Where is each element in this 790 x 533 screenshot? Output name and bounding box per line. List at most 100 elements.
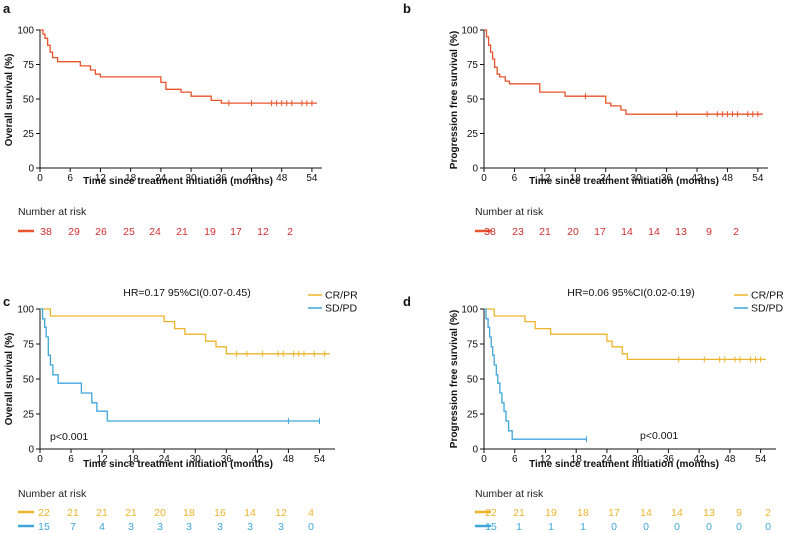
x-tick-label: 6 xyxy=(67,173,73,184)
x-tick-label: 6 xyxy=(68,454,74,465)
risk-number: 9 xyxy=(736,507,742,519)
km-curve-crpr xyxy=(40,308,330,355)
risk-number: 21 xyxy=(125,507,137,519)
risk-number: 21 xyxy=(67,507,79,519)
risk-number: 17 xyxy=(230,226,242,238)
x-tick-label: 30 xyxy=(186,173,198,184)
p-value-annotation: p<0.001 xyxy=(640,430,678,442)
risk-number: 26 xyxy=(95,226,107,238)
x-tick-label: 6 xyxy=(512,454,518,465)
risk-number: 22 xyxy=(485,507,497,519)
hazard-ratio-annotation: HR=0.06 95%CI(0.02-0.19) xyxy=(567,287,695,299)
x-tick-label: 24 xyxy=(155,173,167,184)
risk-number: 2 xyxy=(765,507,771,519)
x-tick-label: 6 xyxy=(512,173,518,184)
x-axis-label: Time since treatment initiation (months) xyxy=(83,459,273,470)
risk-number: 21 xyxy=(96,507,108,519)
risk-number: 4 xyxy=(99,521,105,533)
risk-number: 15 xyxy=(38,521,50,533)
x-tick-label: 36 xyxy=(661,173,673,184)
x-tick-label: 0 xyxy=(37,454,43,465)
risk-number: 14 xyxy=(640,507,652,519)
risk-number: 15 xyxy=(485,521,497,533)
x-tick-label: 30 xyxy=(631,173,643,184)
km-curve-all xyxy=(40,29,317,104)
x-tick-label: 36 xyxy=(216,173,228,184)
risk-table-label: Number at risk xyxy=(18,488,87,500)
x-tick-label: 54 xyxy=(314,454,326,465)
y-tick-label: 25 xyxy=(467,129,479,140)
legend-label: CR/PR xyxy=(751,290,784,302)
x-axis-label: Time since treatment initiation (months) xyxy=(529,459,719,470)
risk-number: 13 xyxy=(675,226,687,238)
y-tick-label: 25 xyxy=(23,410,35,421)
risk-number: 12 xyxy=(275,507,287,519)
risk-number: 0 xyxy=(308,521,314,533)
risk-number: 14 xyxy=(244,507,256,519)
p-value-annotation: p<0.001 xyxy=(50,431,88,443)
risk-number: 3 xyxy=(247,521,253,533)
y-axis-label: Overall survival (%) xyxy=(4,54,15,147)
risk-number: 17 xyxy=(594,226,606,238)
x-tick-label: 18 xyxy=(570,173,582,184)
risk-number: 16 xyxy=(214,507,226,519)
y-axis-label: Progression free survival (%) xyxy=(449,310,460,448)
x-tick-label: 42 xyxy=(694,454,706,465)
risk-number: 21 xyxy=(176,226,188,238)
y-axis-label: Overall survival (%) xyxy=(4,333,15,426)
x-tick-label: 42 xyxy=(691,173,703,184)
risk-number: 25 xyxy=(123,226,135,238)
y-tick-label: 100 xyxy=(17,26,34,37)
x-axis-label: Time since treatment initiation (months) xyxy=(529,176,719,187)
x-axis-label: Time since treatment initiation (months) xyxy=(83,176,273,187)
x-tick-label: 30 xyxy=(632,454,644,465)
risk-number: 24 xyxy=(149,226,161,238)
risk-number: 0 xyxy=(706,521,712,533)
km-curve-crpr xyxy=(484,308,766,361)
panel-letter: a xyxy=(3,1,11,16)
risk-number: 38 xyxy=(484,226,496,238)
km-curve-all xyxy=(484,29,763,115)
y-tick-label: 50 xyxy=(23,375,35,386)
risk-number: 17 xyxy=(608,507,620,519)
hazard-ratio-annotation: HR=0.17 95%CI(0.07-0.45) xyxy=(123,287,251,299)
x-tick-label: 18 xyxy=(125,173,137,184)
risk-number: 3 xyxy=(278,521,284,533)
y-tick-label: 100 xyxy=(461,305,478,316)
x-tick-label: 54 xyxy=(306,173,318,184)
x-tick-label: 12 xyxy=(97,454,109,465)
risk-number: 14 xyxy=(648,226,660,238)
y-tick-label: 100 xyxy=(461,26,478,37)
x-tick-label: 48 xyxy=(722,173,734,184)
risk-number: 0 xyxy=(674,521,680,533)
risk-number: 2 xyxy=(733,226,739,238)
x-tick-label: 0 xyxy=(481,173,487,184)
risk-number: 1 xyxy=(516,521,522,533)
y-tick-label: 50 xyxy=(467,95,479,106)
x-tick-label: 12 xyxy=(540,454,552,465)
panel-a: a 0 25 50 75 100 0 6 12 18 24 30 36 42 48 54 Time since … xyxy=(3,1,322,238)
km-curve-sdpd xyxy=(484,308,587,440)
x-tick-label: 0 xyxy=(481,454,487,465)
x-tick-label: 12 xyxy=(95,173,107,184)
y-tick-label: 0 xyxy=(28,445,34,456)
y-tick-label: 75 xyxy=(467,340,479,351)
risk-number: 21 xyxy=(539,226,551,238)
km-curve-sdpd xyxy=(40,308,320,422)
legend-label: SD/PD xyxy=(751,303,784,315)
panel-letter: d xyxy=(403,294,411,309)
x-tick-label: 24 xyxy=(600,173,612,184)
y-axis-label: Progression free survival (%) xyxy=(449,31,460,169)
risk-table-label: Number at risk xyxy=(475,488,544,500)
panel-b: b 0 25 50 75 100 0 6 12 18 24 30 36 42 48 54 Time since … xyxy=(403,1,768,238)
risk-number: 22 xyxy=(38,507,50,519)
risk-number: 3 xyxy=(128,521,134,533)
y-tick-label: 25 xyxy=(467,410,479,421)
x-tick-label: 18 xyxy=(571,454,583,465)
x-tick-label: 48 xyxy=(724,454,736,465)
x-tick-label: 24 xyxy=(159,454,171,465)
risk-number: 29 xyxy=(68,226,80,238)
risk-number: 9 xyxy=(706,226,712,238)
x-tick-label: 36 xyxy=(221,454,233,465)
